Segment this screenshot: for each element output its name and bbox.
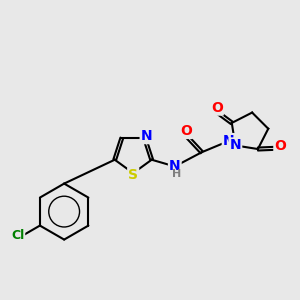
Text: N: N: [223, 134, 234, 148]
Text: N: N: [230, 139, 241, 152]
Text: N: N: [141, 129, 152, 143]
Text: H: H: [172, 169, 181, 179]
Text: Cl: Cl: [11, 230, 24, 242]
Text: O: O: [211, 100, 223, 115]
Text: N: N: [169, 159, 181, 173]
Text: O: O: [274, 140, 286, 153]
Text: O: O: [180, 124, 192, 138]
Text: S: S: [128, 168, 138, 182]
